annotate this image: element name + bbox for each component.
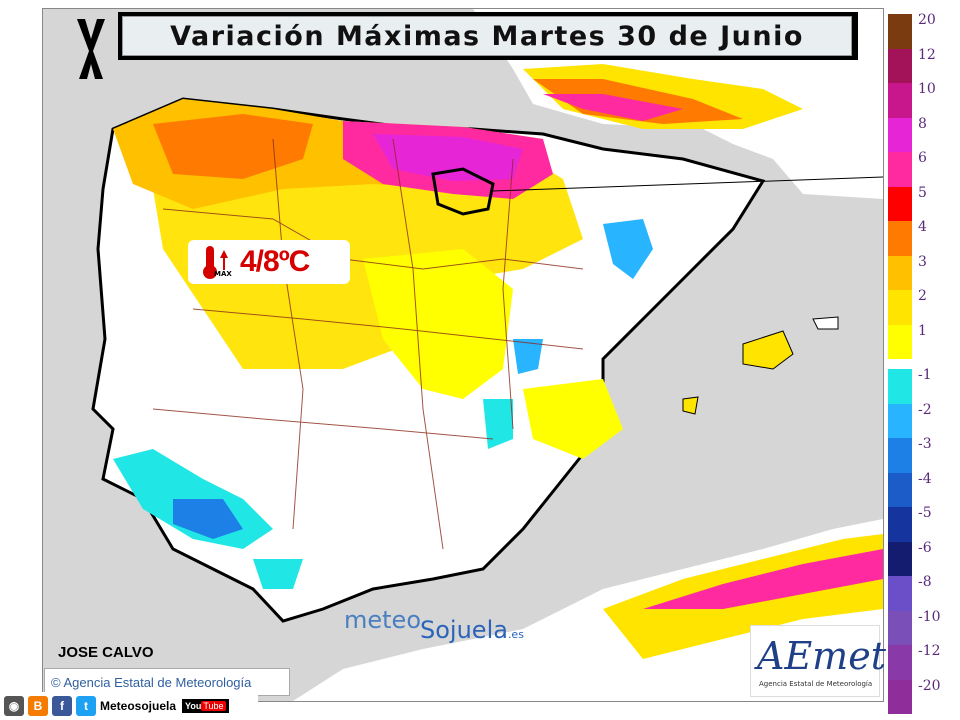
legend-swatch bbox=[888, 403, 912, 438]
brand-sojuela-name: Sojuela bbox=[420, 616, 508, 644]
max-label: MAX bbox=[214, 270, 232, 278]
youtube-tube: Tube bbox=[201, 701, 226, 711]
legend-label: 12 bbox=[918, 46, 936, 63]
social-footer: ◉ B f t Meteosojuela You Tube bbox=[0, 692, 258, 720]
legend-swatch bbox=[888, 541, 912, 576]
temperature-map bbox=[42, 8, 884, 702]
legend-swatch bbox=[888, 324, 912, 359]
legend-swatch bbox=[888, 438, 912, 473]
map-svg bbox=[43, 9, 883, 701]
legend-label: 8 bbox=[918, 115, 927, 132]
legend-label: -20 bbox=[918, 677, 941, 694]
legend-label: -6 bbox=[918, 539, 932, 556]
legend-swatch bbox=[888, 152, 912, 187]
youtube-icon[interactable]: You Tube bbox=[182, 699, 229, 713]
color-legend: 20 12 10 8 6 5 4 3 2 1 -1 -2 -3 -4 -5 -6 -8 -10 -12 -20 bbox=[884, 10, 960, 714]
legend-label: 6 bbox=[918, 150, 927, 166]
temperature-range: 4/8ºC bbox=[240, 245, 310, 278]
legend-label: 10 bbox=[918, 81, 936, 97]
legend-label: 20 bbox=[918, 12, 936, 28]
title-box: Variación Máximas Martes 30 de Junio bbox=[118, 12, 858, 60]
instagram-icon[interactable]: ◉ bbox=[4, 696, 24, 716]
legend-label: -10 bbox=[918, 608, 941, 625]
legend-swatch bbox=[888, 290, 912, 325]
legend-label: 3 bbox=[918, 253, 927, 270]
blogger-icon[interactable]: B bbox=[28, 696, 48, 716]
legend-label: -3 bbox=[918, 436, 932, 452]
legend-swatch bbox=[888, 83, 912, 118]
legend-label: -1 bbox=[918, 367, 932, 383]
legend-swatch bbox=[888, 186, 912, 221]
legend-swatch bbox=[888, 645, 912, 680]
legend-label: -12 bbox=[918, 643, 941, 659]
copyright-text: © Agencia Estatal de Meteorología bbox=[51, 674, 252, 690]
legend-label: -2 bbox=[918, 401, 932, 418]
legend-swatch bbox=[888, 255, 912, 290]
legend-swatch bbox=[888, 48, 912, 83]
legend-swatch bbox=[888, 679, 912, 714]
page-title: Variación Máximas Martes 30 de Junio bbox=[170, 20, 804, 52]
legend-label: -4 bbox=[918, 470, 932, 487]
legend-label: 5 bbox=[918, 184, 927, 201]
brand-tld: .es bbox=[507, 628, 524, 641]
legend-swatch bbox=[888, 610, 912, 645]
footer-name[interactable]: Meteosojuela bbox=[100, 699, 177, 713]
brand-sojuela: Sojuela.es bbox=[420, 616, 524, 644]
thermometer-max-icon bbox=[203, 246, 228, 279]
legend-swatch bbox=[888, 507, 912, 542]
legend-label: -5 bbox=[918, 505, 932, 521]
legend-label: -8 bbox=[918, 574, 932, 590]
legend-swatch bbox=[888, 221, 912, 256]
aemet-subtitle: Agencia Estatal de Meteorología bbox=[759, 680, 873, 688]
temperature-badge: MAX 4/8ºC bbox=[188, 240, 350, 284]
legend-swatch bbox=[888, 14, 912, 49]
legend-swatch bbox=[888, 576, 912, 611]
author-name: JOSE CALVO bbox=[58, 644, 154, 661]
aemet-logo-box: AEmet Agencia Estatal de Meteorología bbox=[750, 625, 886, 697]
brand-meteo: meteo bbox=[344, 606, 422, 634]
youtube-you: You bbox=[185, 701, 202, 711]
legend-swatch bbox=[888, 472, 912, 507]
title-panel: Variación Máximas Martes 30 de Junio bbox=[122, 16, 852, 56]
facebook-icon[interactable]: f bbox=[52, 696, 72, 716]
legend-label: 2 bbox=[918, 288, 927, 304]
legend-swatch bbox=[888, 369, 912, 404]
aemet-logo: AEmet bbox=[757, 634, 886, 678]
legend-label: 1 bbox=[918, 322, 927, 339]
legend-swatch bbox=[888, 117, 912, 152]
legend-label: 4 bbox=[918, 219, 927, 235]
twitter-icon[interactable]: t bbox=[76, 696, 96, 716]
